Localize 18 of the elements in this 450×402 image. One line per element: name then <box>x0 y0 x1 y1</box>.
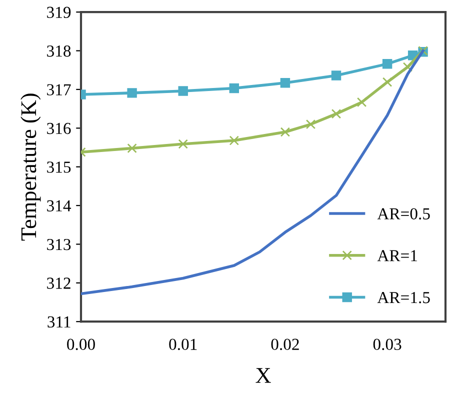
y-tick-label: 318 <box>47 45 71 57</box>
x-axis-title: X <box>256 368 271 383</box>
y-tick-label: 313 <box>47 238 71 250</box>
legend-label: AR=0.5 <box>377 208 430 220</box>
y-tick-label: 314 <box>47 200 72 212</box>
x-tick-label: 0.00 <box>67 338 95 350</box>
y-tick-label: 311 <box>48 316 70 328</box>
legend-label: AR=1.5 <box>377 292 430 304</box>
y-tick-label: 312 <box>47 278 70 289</box>
x-tick-label: 0.03 <box>373 338 402 350</box>
y-tick-label: 315 <box>47 162 71 173</box>
x-tick-label: 0.02 <box>271 338 299 350</box>
y-tick-label: 316 <box>47 122 71 134</box>
y-axis-title: Temperature (K) <box>20 94 41 241</box>
x-tick-label: 0.01 <box>169 338 197 350</box>
y-tick-label: 317 <box>47 84 71 96</box>
y-tick-label: 319 <box>47 6 71 18</box>
legend-label: AR=1 <box>377 250 417 262</box>
